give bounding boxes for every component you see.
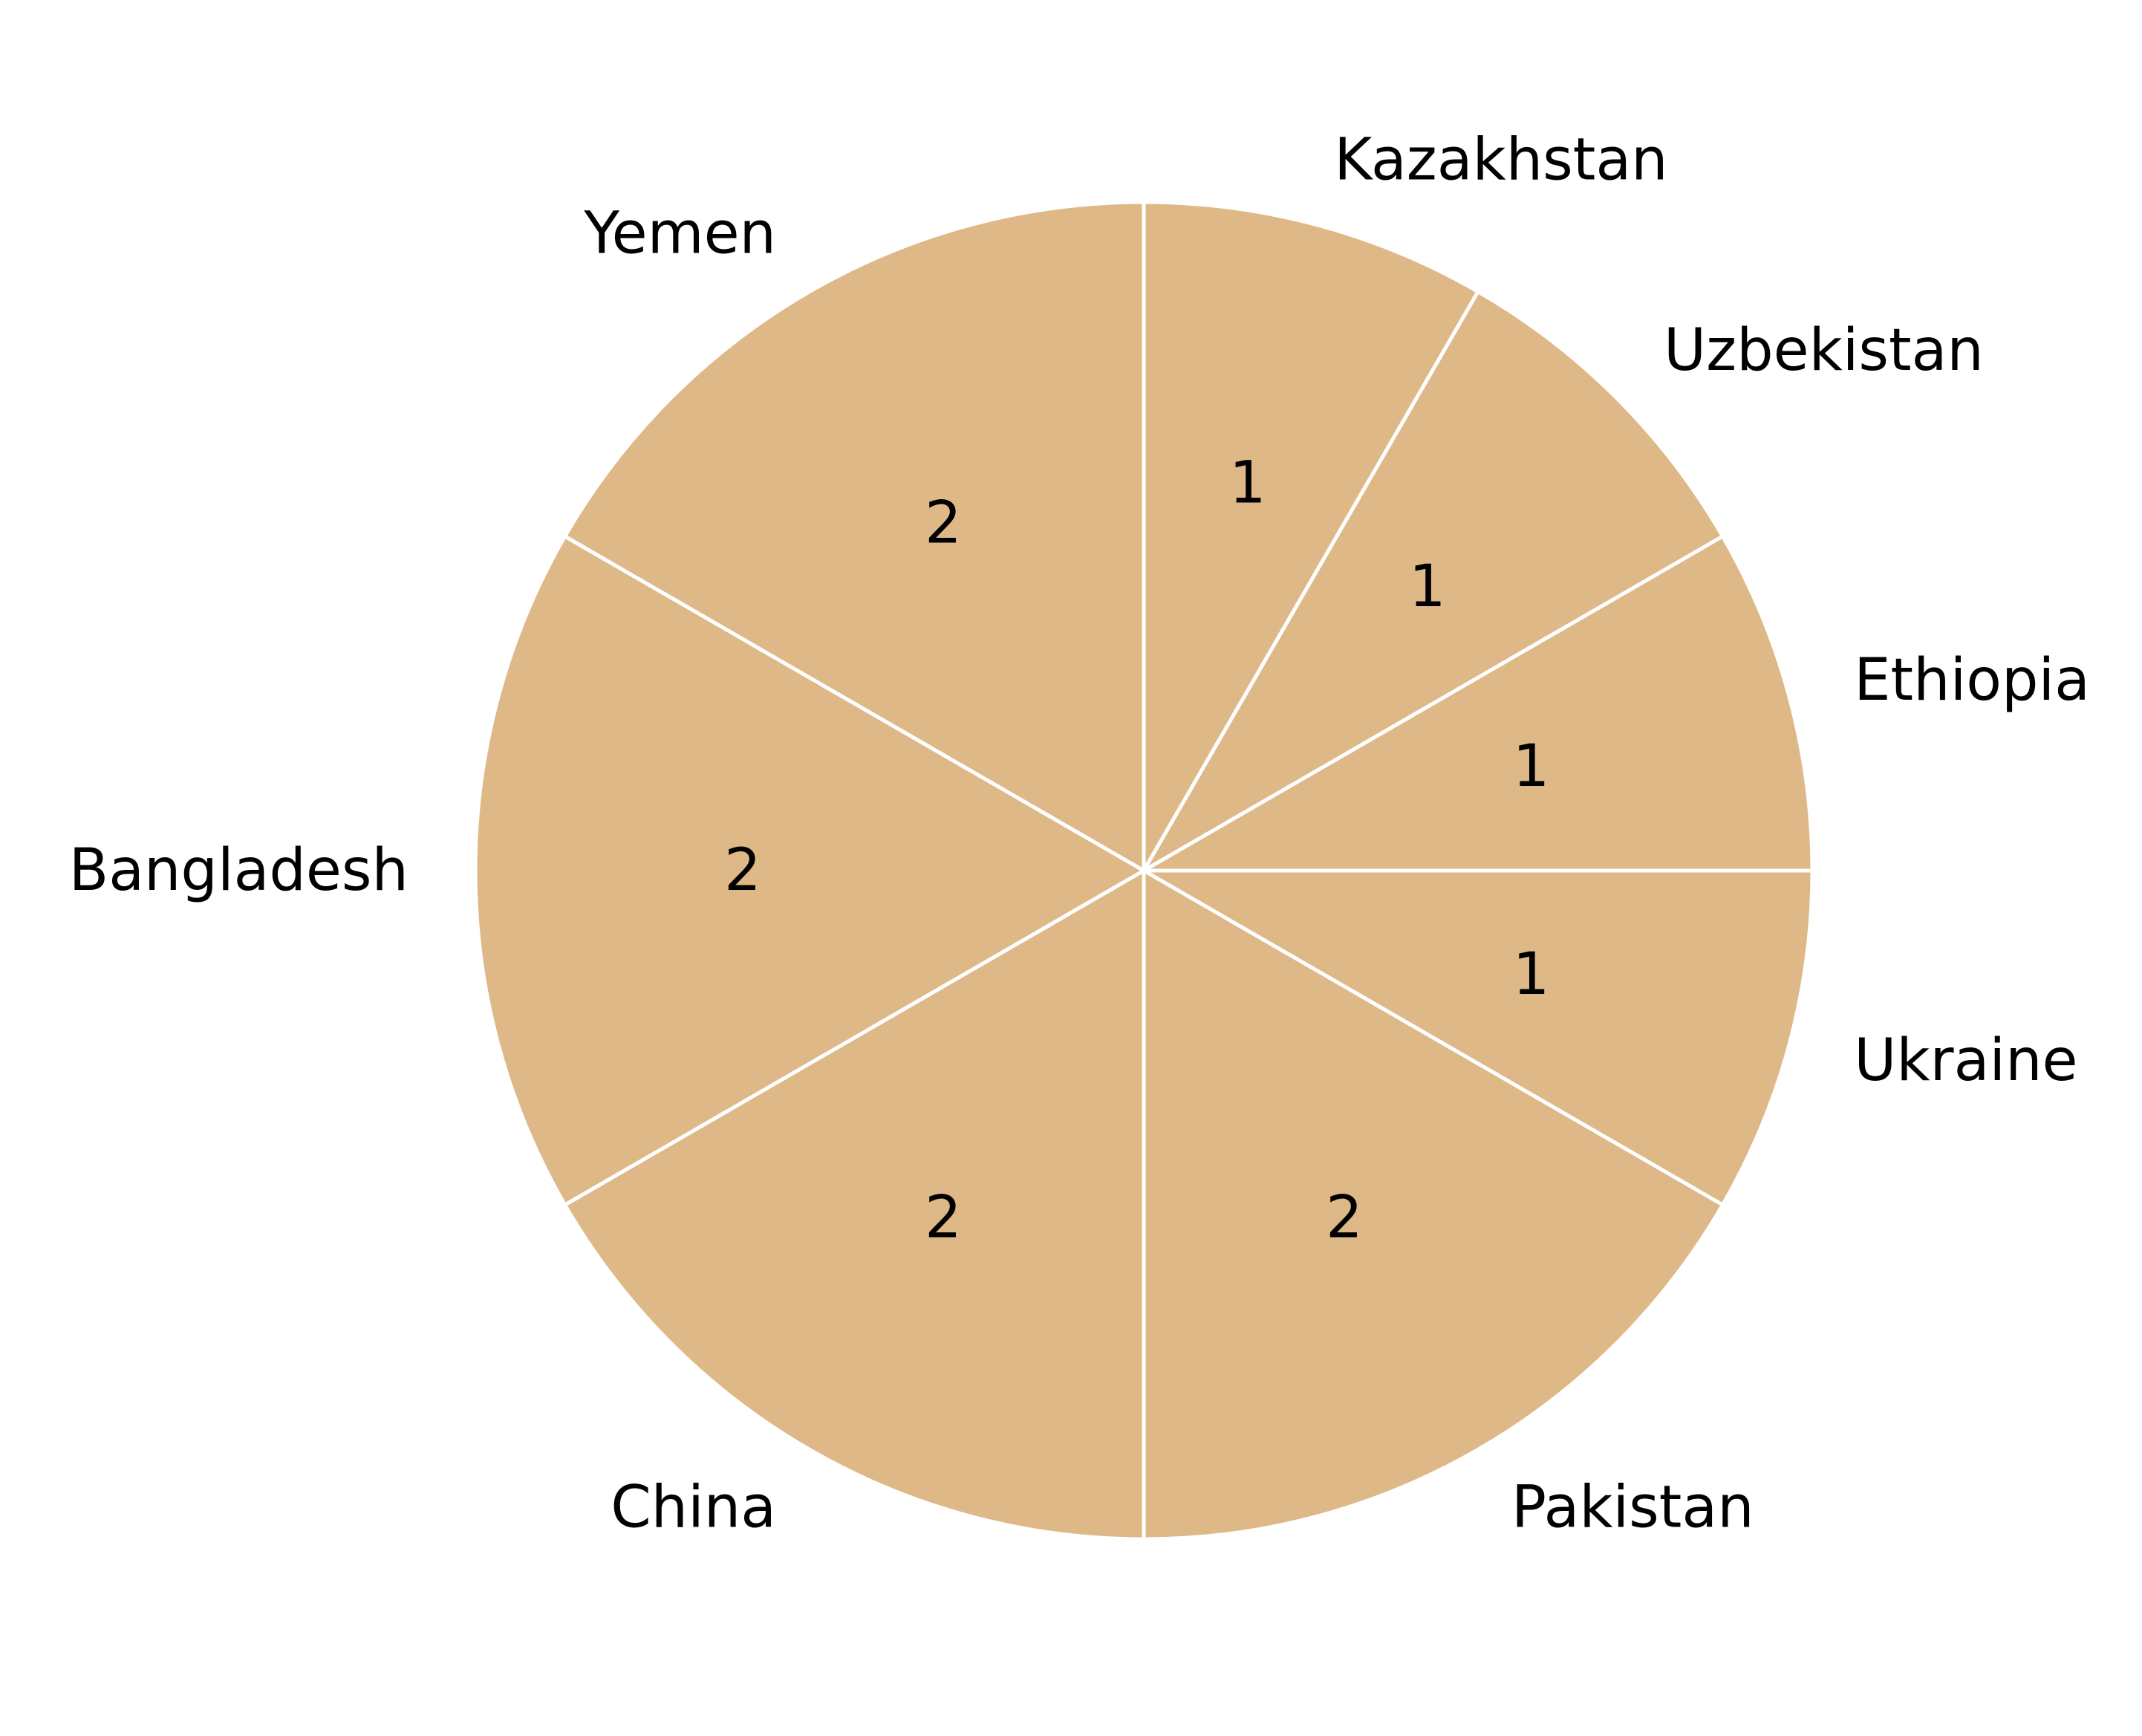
slice-value-label-pakistan: 2	[1326, 1185, 1363, 1252]
slice-category-label-china: China	[611, 1474, 776, 1541]
slice-value-label-uzbekistan: 1	[1409, 553, 1446, 620]
pie-slice-group-ukraine: 1 Ukraine	[1142, 868, 2078, 1207]
pie-slice-group-pakistan: 2 Pakistan	[1142, 868, 1754, 1541]
pie-slice-ethiopia	[1142, 534, 1814, 873]
slice-value-label-kazakhstan: 1	[1229, 449, 1266, 516]
slice-category-label-pakistan: Pakistan	[1511, 1474, 1754, 1541]
slice-category-label-kazakhstan: Kazakhstan	[1334, 127, 1667, 194]
slice-category-label-yemen: Yemen	[583, 201, 776, 267]
slice-value-label-ethiopia: 1	[1513, 733, 1550, 800]
pie-slice-ukraine	[1142, 868, 1814, 1207]
pie-slice-group-bangladesh: 2 Bangladesh	[69, 534, 1146, 1207]
pie-slice-group-ethiopia: 1 Ethiopia	[1142, 534, 2090, 873]
slice-category-label-ukraine: Ukraine	[1854, 1027, 2077, 1094]
pie-slice-group-yemen: 2 Yemen	[563, 200, 1146, 873]
slice-value-label-bangladesh: 2	[724, 837, 761, 904]
pie-slice-group-china: 2 China	[563, 868, 1146, 1541]
pie-slice-pakistan	[1142, 868, 1725, 1541]
pie-slice-bangladesh	[473, 534, 1146, 1207]
slice-value-label-ukraine: 1	[1513, 941, 1550, 1008]
pie-slice-group-kazakhstan: 1 Kazakhstan	[1142, 127, 1668, 873]
pie-slice-group-uzbekistan: 1 Uzbekistan	[1142, 290, 1984, 873]
slice-category-label-uzbekistan: Uzbekistan	[1664, 317, 1984, 384]
slice-value-label-yemen: 2	[925, 490, 962, 556]
slice-value-label-china: 2	[925, 1185, 962, 1252]
pie-slice-uzbekistan	[1142, 290, 1725, 873]
pie-slice-yemen	[563, 200, 1146, 873]
pie-slice-kazakhstan	[1142, 200, 1480, 873]
pie-slice-china	[563, 868, 1146, 1541]
slice-category-label-bangladesh: Bangladesh	[69, 837, 408, 904]
slice-category-label-ethiopia: Ethiopia	[1854, 647, 2090, 714]
